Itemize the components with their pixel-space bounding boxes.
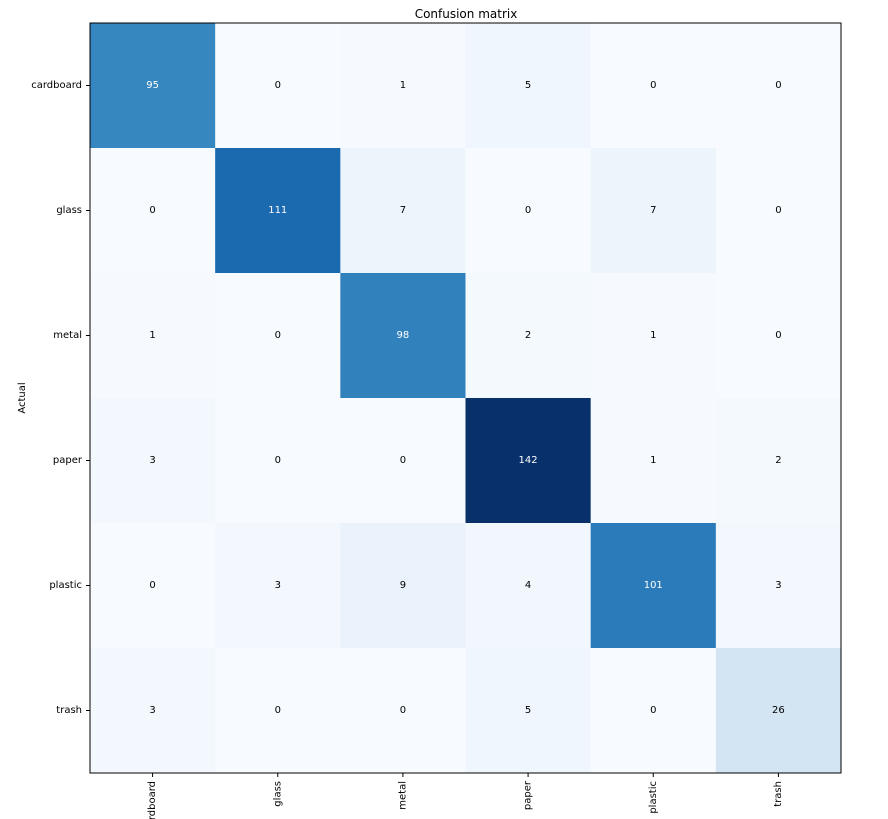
heatmap-cells (90, 23, 842, 774)
cell-value-label: 0 (275, 455, 281, 466)
heatmap-cell (590, 273, 717, 399)
heatmap-cell (340, 148, 466, 274)
heatmap-cell (465, 398, 592, 524)
cell-value-label: 0 (525, 205, 531, 216)
cell-value-label: 26 (772, 705, 785, 716)
heatmap-cell (340, 523, 466, 649)
cell-value-label: 2 (525, 330, 531, 341)
heatmap-cell (715, 273, 842, 399)
cell-value-label: 95 (146, 80, 159, 91)
y-axis-label: Actual (17, 382, 28, 413)
heatmap-cell (90, 23, 216, 149)
cell-value-label: 7 (650, 205, 656, 216)
cell-value-label: 3 (149, 705, 155, 716)
cell-value-label: 1 (650, 455, 656, 466)
heatmap-cell (465, 273, 592, 399)
cell-value-label: 98 (397, 330, 410, 341)
cell-value-label: 3 (149, 455, 155, 466)
cell-value-label: 142 (519, 455, 538, 466)
x-tick-label: cardboard (147, 781, 158, 819)
heatmap-cell (340, 648, 466, 774)
cell-value-label: 9 (400, 580, 406, 591)
heatmap-cell (465, 648, 592, 774)
heatmap-cell (715, 523, 842, 649)
x-tick-label: plastic (648, 781, 659, 814)
y-tick-label: glass (56, 205, 82, 216)
cell-value-label: 0 (650, 705, 656, 716)
cell-value-label: 0 (775, 330, 781, 341)
chart-title: Confusion matrix (415, 7, 518, 21)
heatmap-cell (590, 523, 717, 649)
heatmap-cell (215, 273, 341, 399)
x-tick-label: trash (773, 781, 784, 807)
y-tick-label: metal (53, 330, 82, 341)
cell-value-label: 0 (400, 455, 406, 466)
heatmap-cell (215, 398, 341, 524)
heatmap-cell (215, 148, 341, 274)
heatmap-cell (215, 648, 341, 774)
y-tick-label: plastic (49, 580, 82, 591)
x-tick-label: glass (272, 781, 283, 807)
heatmap-cell (90, 523, 216, 649)
heatmap-cell (215, 523, 341, 649)
cell-value-label: 1 (149, 330, 155, 341)
heatmap-cell (715, 23, 842, 149)
cell-value-label: 7 (400, 205, 406, 216)
heatmap-cell (590, 398, 717, 524)
cell-value-label: 5 (525, 705, 531, 716)
cell-value-label: 0 (275, 80, 281, 91)
heatmap-cell (90, 648, 216, 774)
y-tick-label: paper (53, 455, 83, 466)
cell-value-label: 111 (268, 205, 287, 216)
heatmap-cell (90, 148, 216, 274)
y-tick-label: trash (56, 705, 82, 716)
cell-value-label: 0 (275, 330, 281, 341)
cell-value-label: 0 (275, 705, 281, 716)
cell-value-label: 3 (775, 580, 781, 591)
cell-value-label: 5 (525, 80, 531, 91)
cell-value-label: 1 (650, 330, 656, 341)
cell-value-label: 0 (775, 205, 781, 216)
heatmap-cell (715, 398, 842, 524)
heatmap-cell (465, 148, 592, 274)
plot-frame (89, 22, 842, 774)
heatmap-cell (465, 523, 592, 649)
heatmap-cell (340, 273, 466, 399)
cell-value-label: 3 (275, 580, 281, 591)
x-tick-label: paper (523, 780, 534, 810)
cell-value-label: 0 (400, 705, 406, 716)
heatmap-cell (90, 273, 216, 399)
heatmap-cell (715, 648, 842, 774)
cell-value-label: 2 (775, 455, 781, 466)
y-axis-ticks: cardboard glass metal paper plastic trash (31, 80, 90, 716)
x-axis-ticks: cardboard glass metal paper plastic trash (147, 773, 784, 819)
cell-value-label: 0 (149, 580, 155, 591)
cell-value-label: 101 (644, 580, 663, 591)
cell-value-label: 1 (400, 80, 406, 91)
heatmap-cell (340, 398, 466, 524)
cell-value-label: 0 (650, 80, 656, 91)
heatmap-cell (215, 23, 341, 149)
heatmap-cell-labels: 95 0 1 5 0 0 0 111 7 0 7 0 1 0 98 2 1 0 3 0 0 142 1 2 0 3 9 4 101 3 3 0… (146, 80, 785, 716)
x-tick-label: metal (397, 781, 408, 810)
heatmap-cell (590, 648, 717, 774)
cell-value-label: 0 (149, 205, 155, 216)
heatmap-cell (90, 398, 216, 524)
heatmap-cell (340, 23, 466, 149)
cell-value-label: 4 (525, 580, 531, 591)
cell-value-label: 0 (775, 80, 781, 91)
heatmap-cell (465, 23, 592, 149)
heatmap-cell (590, 23, 717, 149)
heatmap-cell (715, 148, 842, 274)
heatmap-cell (590, 148, 717, 274)
y-tick-label: cardboard (31, 80, 82, 91)
